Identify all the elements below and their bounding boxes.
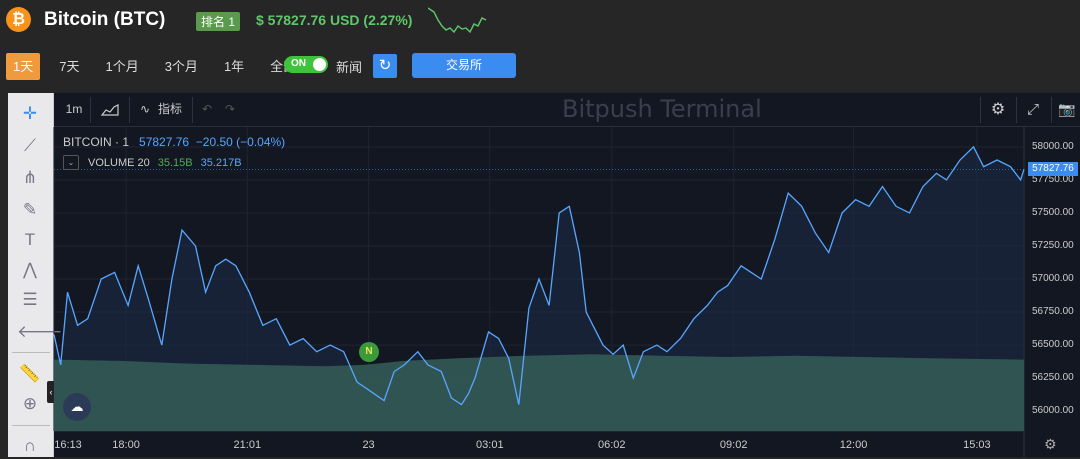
news-toggle[interactable]: ON — [284, 56, 328, 73]
zoom-in-icon[interactable]: ⊕ — [22, 394, 38, 413]
x-tick-label: 15:03 — [963, 439, 991, 451]
indicators-icon[interactable]: ∿ — [139, 102, 151, 116]
text-tool-icon[interactable]: T — [24, 230, 36, 249]
toolbar-divider — [980, 97, 981, 123]
volume-area — [54, 354, 1024, 431]
bitpush-logo-icon: ☁ — [63, 393, 91, 421]
chart-top-toolbar: 1m ∿ 指标 ↶ ↷ Bitpush Terminal ⚙ ⤢ 📷 — [54, 93, 1080, 127]
toolbar-divider — [90, 97, 91, 123]
x-tick-label: 12:00 — [839, 439, 868, 451]
volume-legend: ⌄ VOLUME 20 35.15B 35.217B — [63, 155, 242, 170]
x-tick-label: 03:01 — [476, 439, 504, 451]
legend-price: 57827.76 — [139, 135, 190, 149]
redo-icon[interactable]: ↷ — [224, 102, 236, 116]
toggle-state: ON — [291, 58, 306, 69]
period-4[interactable]: 1年 — [223, 59, 245, 74]
pattern-icon[interactable]: ⋀ — [23, 260, 37, 279]
volume-value-1: 35.15B — [157, 156, 193, 169]
coin-price: $ 57827.76 USD (2.27%) — [256, 12, 413, 28]
toolbar-divider — [12, 425, 50, 426]
camera-icon[interactable]: 📷 — [1058, 101, 1076, 117]
refresh-button[interactable]: ↻ — [373, 54, 397, 78]
price-legend: BITCOIN · 1 57827.76 −20.50 (−0.04%) — [63, 135, 285, 149]
x-tick-label: 16:13 — [54, 439, 82, 451]
undo-icon[interactable]: ↶ — [201, 102, 213, 116]
chart-watermark: Bitpush Terminal — [562, 95, 762, 123]
coin-title: Bitcoin (BTC) — [44, 9, 166, 30]
y-tick-label: 56250.00 — [1032, 372, 1074, 384]
news-marker[interactable]: N — [359, 342, 379, 362]
y-tick-label: 57500.00 — [1032, 206, 1074, 218]
rank-badge: 排名 1 — [196, 12, 241, 31]
indicators-button[interactable]: 指标 — [157, 102, 182, 116]
toolbar-divider — [192, 97, 193, 123]
x-tick-label: 09:02 — [719, 439, 748, 451]
x-tick-label: 21:01 — [233, 439, 262, 451]
coin-header: ₿ Bitcoin (BTC) 排名 1 $ 57827.76 USD (2.2… — [0, 0, 1080, 40]
price-chart[interactable] — [8, 93, 1080, 457]
y-tick-label: 56500.00 — [1032, 339, 1074, 351]
x-tick-label: 23 — [362, 439, 375, 451]
fullscreen-icon[interactable]: ⤢ — [1026, 101, 1039, 118]
news-label: 新闻 — [336, 60, 363, 75]
magnet-icon[interactable]: ∩ — [23, 436, 37, 455]
period-2[interactable]: 1个月 — [105, 59, 139, 74]
price-line — [53, 145, 1025, 406]
price-sparkline — [428, 7, 487, 34]
trend-line-icon[interactable]: ⟋ — [24, 136, 36, 155]
period-3[interactable]: 3个月 — [164, 59, 198, 74]
ruler-icon[interactable]: 📏 — [19, 364, 41, 383]
toolbar-divider — [1016, 97, 1017, 123]
chevron-down-icon[interactable]: ⌄ — [63, 155, 79, 170]
axis-settings-gear-icon[interactable]: ⚙ — [1044, 436, 1057, 452]
settings-gear-icon[interactable]: ⚙ — [990, 101, 1006, 118]
pitchfork-icon[interactable]: ⋔ — [22, 168, 38, 187]
period-selector: 1天 7天 1个月 3个月 1年 全部 — [6, 53, 315, 80]
toolbar-divider — [129, 97, 130, 123]
bitcoin-icon: ₿ — [6, 7, 31, 32]
y-tick-label: 57250.00 — [1032, 239, 1074, 251]
crosshair-icon[interactable]: ✛ — [22, 104, 38, 123]
y-tick-label: 57000.00 — [1032, 273, 1074, 284]
exchange-button[interactable]: 交易所 — [412, 53, 516, 78]
legend-change: −20.50 (−0.04%) — [195, 135, 286, 149]
time-axis: 16:13 18:00 21:01 23 03:01 06:02 09:02 12:00 15:… — [54, 431, 1024, 457]
chart-type-icon[interactable] — [96, 93, 124, 126]
chart-terminal: ✛ ⟋ ⋔ ✎ T ⋀ ☰ 🡐 📏 ⊕ ∩ ‹ 1m ∿ 指标 ↶ ↷ Bitp… — [8, 93, 1080, 457]
legend-symbol: BITCOIN · 1 — [63, 135, 130, 149]
brush-icon[interactable]: ✎ — [22, 200, 38, 219]
y-tick-label: 56000.00 — [1032, 405, 1074, 417]
volume-label: VOLUME 20 — [88, 156, 150, 169]
y-tick-label: 56750.00 — [1032, 306, 1074, 318]
toggle-knob — [313, 58, 326, 71]
toolbar-divider — [12, 352, 50, 353]
last-price-label: 57827.76 — [1028, 162, 1078, 177]
x-tick-label: 18:00 — [112, 439, 140, 451]
drawing-toolbar: ✛ ⟋ ⋔ ✎ T ⋀ ☰ 🡐 📏 ⊕ ∩ ‹ — [8, 93, 63, 457]
y-tick-label: 57750.00 — [1032, 173, 1074, 185]
fib-icon[interactable]: ☰ — [22, 290, 38, 309]
toolbar-divider — [1051, 97, 1052, 123]
period-0[interactable]: 1天 — [6, 53, 41, 80]
volume-value-2: 35.217B — [200, 156, 242, 169]
collapse-toolbar-button[interactable]: ‹ — [47, 381, 55, 403]
period-1[interactable]: 7天 — [59, 59, 80, 74]
x-tick-label: 06:02 — [597, 439, 626, 451]
interval-button[interactable]: 1m — [65, 102, 83, 116]
y-tick-label: 58000.00 — [1032, 140, 1074, 152]
